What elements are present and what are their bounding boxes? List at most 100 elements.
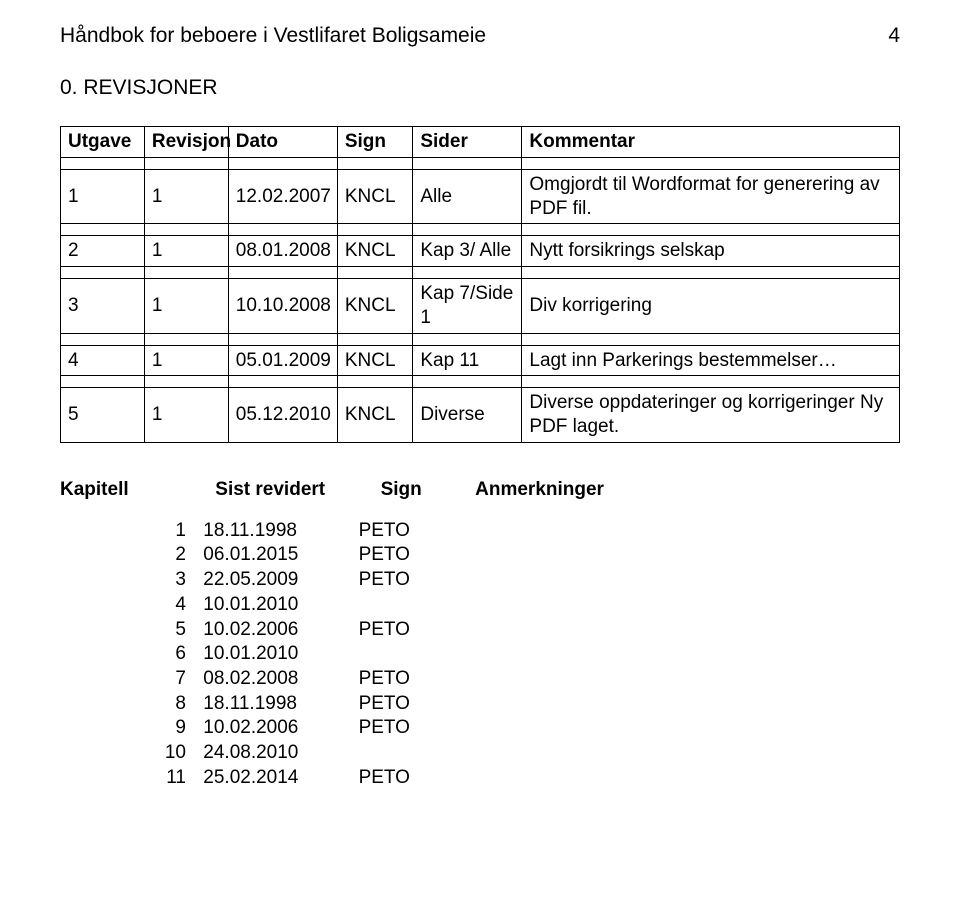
cell-sider: Alle xyxy=(413,169,522,224)
cell-kommentar: Diverse oppdateringer og korrigeringer N… xyxy=(522,388,900,443)
kapitell-date: 08.02.2008 xyxy=(203,667,353,692)
table-header-row: Utgave Revisjon Dato Sign Sider Kommenta… xyxy=(61,127,900,158)
list-item: 7 08.02.2008 PETO xyxy=(138,667,900,692)
cell-revisjon: 1 xyxy=(144,169,228,224)
kapitell-num: 1 xyxy=(138,519,198,544)
cell-utgave: 3 xyxy=(61,279,145,334)
cell-dato: 05.01.2009 xyxy=(228,345,337,376)
kapitell-date: 18.11.1998 xyxy=(203,519,353,544)
cell-revisjon: 1 xyxy=(144,345,228,376)
kapitell-num: 2 xyxy=(138,543,198,568)
kapitell-date: 24.08.2010 xyxy=(203,741,353,766)
cell-sign: KNCL xyxy=(337,279,413,334)
cell-sign: KNCL xyxy=(337,345,413,376)
cell-utgave: 5 xyxy=(61,388,145,443)
kapitell-sign: PETO xyxy=(359,519,439,544)
cell-sign: KNCL xyxy=(337,388,413,443)
kapitell-num: 5 xyxy=(138,618,198,643)
kapitell-sign: PETO xyxy=(359,618,439,643)
cell-utgave: 4 xyxy=(61,345,145,376)
kapitell-date: 25.02.2014 xyxy=(203,766,353,791)
list-item: 8 18.11.1998 PETO xyxy=(138,692,900,717)
col-header-kommentar: Kommentar xyxy=(522,127,900,158)
col-header-utgave: Utgave xyxy=(61,127,145,158)
list-item: 4 10.01.2010 xyxy=(138,593,900,618)
table-row: 3 1 10.10.2008 KNCL Kap 7/Side 1 Div kor… xyxy=(61,279,900,334)
list-item: 1 18.11.1998 PETO xyxy=(138,519,900,544)
cell-dato: 12.02.2007 xyxy=(228,169,337,224)
kapitell-col-kapitell: Kapitell xyxy=(60,479,210,501)
list-item: 2 06.01.2015 PETO xyxy=(138,543,900,568)
section-title: 0. REVISJONER xyxy=(60,76,900,100)
kapitell-date: 22.05.2009 xyxy=(203,568,353,593)
cell-sider: Kap 7/Side 1 xyxy=(413,279,522,334)
page-container: Håndbok for beboere i Vestlifaret Boligs… xyxy=(0,0,960,814)
table-row: 5 1 05.12.2010 KNCL Diverse Diverse oppd… xyxy=(61,388,900,443)
page-number: 4 xyxy=(888,24,900,48)
kapitell-col-sign: Sign xyxy=(381,479,471,501)
cell-sider: Kap 11 xyxy=(413,345,522,376)
col-header-revisjon: Revisjon xyxy=(144,127,228,158)
kapitell-date: 10.02.2006 xyxy=(203,618,353,643)
cell-dato: 05.12.2010 xyxy=(228,388,337,443)
cell-dato: 08.01.2008 xyxy=(228,236,337,267)
list-item: 6 10.01.2010 xyxy=(138,642,900,667)
cell-revisjon: 1 xyxy=(144,279,228,334)
kapitell-num: 7 xyxy=(138,667,198,692)
cell-sign: KNCL xyxy=(337,236,413,267)
kapitell-sign: PETO xyxy=(359,766,439,791)
header-title: Håndbok for beboere i Vestlifaret Boligs… xyxy=(60,24,486,47)
kapitell-list: 1 18.11.1998 PETO 2 06.01.2015 PETO 3 22… xyxy=(60,519,900,791)
col-header-sign: Sign xyxy=(337,127,413,158)
spacer-row xyxy=(61,333,900,345)
cell-utgave: 1 xyxy=(61,169,145,224)
revisions-table: Utgave Revisjon Dato Sign Sider Kommenta… xyxy=(60,126,900,443)
kapitell-date: 10.02.2006 xyxy=(203,716,353,741)
cell-revisjon: 1 xyxy=(144,388,228,443)
col-header-dato: Dato xyxy=(228,127,337,158)
spacer-row xyxy=(61,376,900,388)
kapitell-sign: PETO xyxy=(359,716,439,741)
kapitell-num: 8 xyxy=(138,692,198,717)
cell-utgave: 2 xyxy=(61,236,145,267)
kapitell-date: 18.11.1998 xyxy=(203,692,353,717)
cell-dato: 10.10.2008 xyxy=(228,279,337,334)
revisions-tbody: 1 1 12.02.2007 KNCL Alle Omgjordt til Wo… xyxy=(61,157,900,442)
kapitell-sign: PETO xyxy=(359,692,439,717)
kapitell-num: 3 xyxy=(138,568,198,593)
cell-sider: Kap 3/ Alle xyxy=(413,236,522,267)
kapitell-num: 11 xyxy=(138,766,198,791)
kapitell-num: 6 xyxy=(138,642,198,667)
list-item: 9 10.02.2006 PETO xyxy=(138,716,900,741)
list-item: 5 10.02.2006 PETO xyxy=(138,618,900,643)
kapitell-date: 06.01.2015 xyxy=(203,543,353,568)
kapitell-sign: PETO xyxy=(359,667,439,692)
cell-sign: KNCL xyxy=(337,169,413,224)
cell-kommentar: Div korrigering xyxy=(522,279,900,334)
table-row: 4 1 05.01.2009 KNCL Kap 11 Lagt inn Park… xyxy=(61,345,900,376)
col-header-sider: Sider xyxy=(413,127,522,158)
spacer-row xyxy=(61,157,900,169)
cell-sider: Diverse xyxy=(413,388,522,443)
kapitell-sign: PETO xyxy=(359,568,439,593)
kapitell-date: 10.01.2010 xyxy=(203,642,353,667)
kapitell-date: 10.01.2010 xyxy=(203,593,353,618)
spacer-row xyxy=(61,267,900,279)
kapitell-num: 4 xyxy=(138,593,198,618)
cell-kommentar: Nytt forsikrings selskap xyxy=(522,236,900,267)
kapitell-num: 10 xyxy=(138,741,198,766)
list-item: 3 22.05.2009 PETO xyxy=(138,568,900,593)
table-row: 1 1 12.02.2007 KNCL Alle Omgjordt til Wo… xyxy=(61,169,900,224)
cell-kommentar: Lagt inn Parkerings bestemmelser… xyxy=(522,345,900,376)
kapitell-num: 9 xyxy=(138,716,198,741)
cell-kommentar: Omgjordt til Wordformat for generering a… xyxy=(522,169,900,224)
table-row: 2 1 08.01.2008 KNCL Kap 3/ Alle Nytt for… xyxy=(61,236,900,267)
list-item: 10 24.08.2010 xyxy=(138,741,900,766)
spacer-row xyxy=(61,224,900,236)
kapitell-sign: PETO xyxy=(359,543,439,568)
cell-revisjon: 1 xyxy=(144,236,228,267)
kapitell-heading: Kapitell Sist revidert Sign Anmerkninger xyxy=(60,479,900,501)
document-header: Håndbok for beboere i Vestlifaret Boligs… xyxy=(60,24,900,48)
list-item: 11 25.02.2014 PETO xyxy=(138,766,900,791)
kapitell-col-anmerkninger: Anmerkninger xyxy=(475,479,604,500)
